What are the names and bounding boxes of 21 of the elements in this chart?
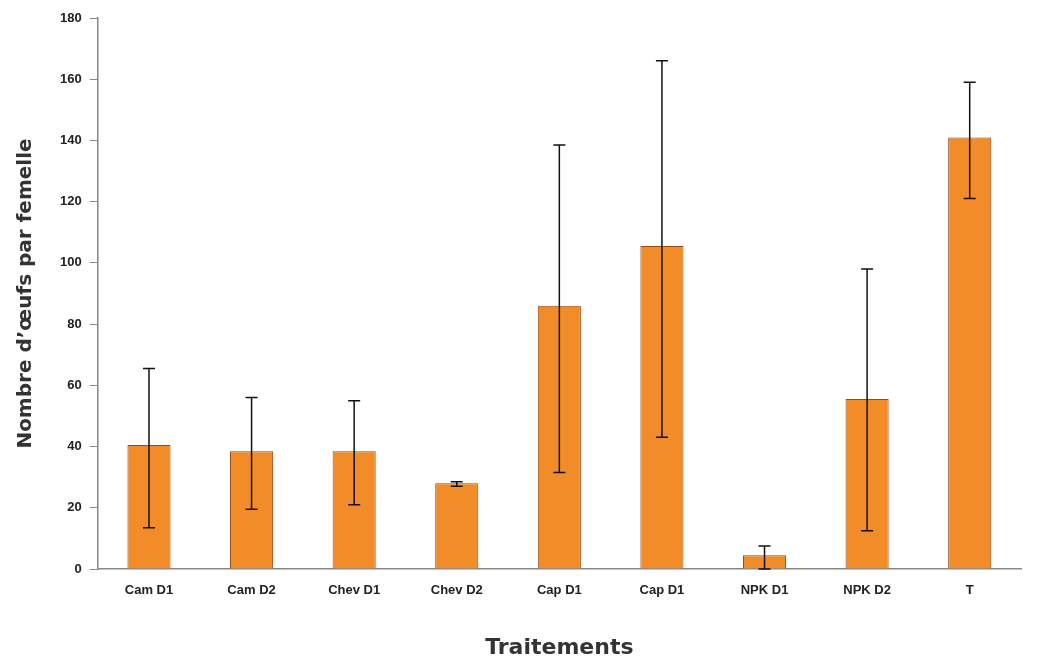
y-tick-label: 160 <box>59 70 82 86</box>
y-tick-label: 80 <box>67 315 82 331</box>
y-tick-label: 100 <box>59 254 82 270</box>
y-tick-label: 140 <box>59 132 82 148</box>
x-tick-label: Chev D2 <box>430 582 483 598</box>
y-tick-label: 120 <box>59 193 82 209</box>
x-tick-label: Cap D1 <box>536 582 582 598</box>
y-axis-title: Nombre d’œufs par femelle <box>12 138 37 449</box>
y-tick-label: 0 <box>74 560 82 576</box>
x-tick-label: T <box>965 582 974 598</box>
x-tick-label: Cam D2 <box>227 582 276 598</box>
y-tick-label: 40 <box>67 438 82 454</box>
y-tick-label: 20 <box>67 499 82 515</box>
x-tick-label: Cam D1 <box>124 582 174 598</box>
x-tick-label: Chev D1 <box>328 582 381 598</box>
x-axis-title: Traitements <box>485 633 634 659</box>
x-tick-label: NPK D2 <box>843 582 891 598</box>
x-tick-label: Cap D1 <box>639 582 685 598</box>
x-tick-label: NPK D1 <box>740 582 789 598</box>
y-tick-label: 180 <box>59 9 82 25</box>
y-tick-label: 60 <box>67 376 82 392</box>
